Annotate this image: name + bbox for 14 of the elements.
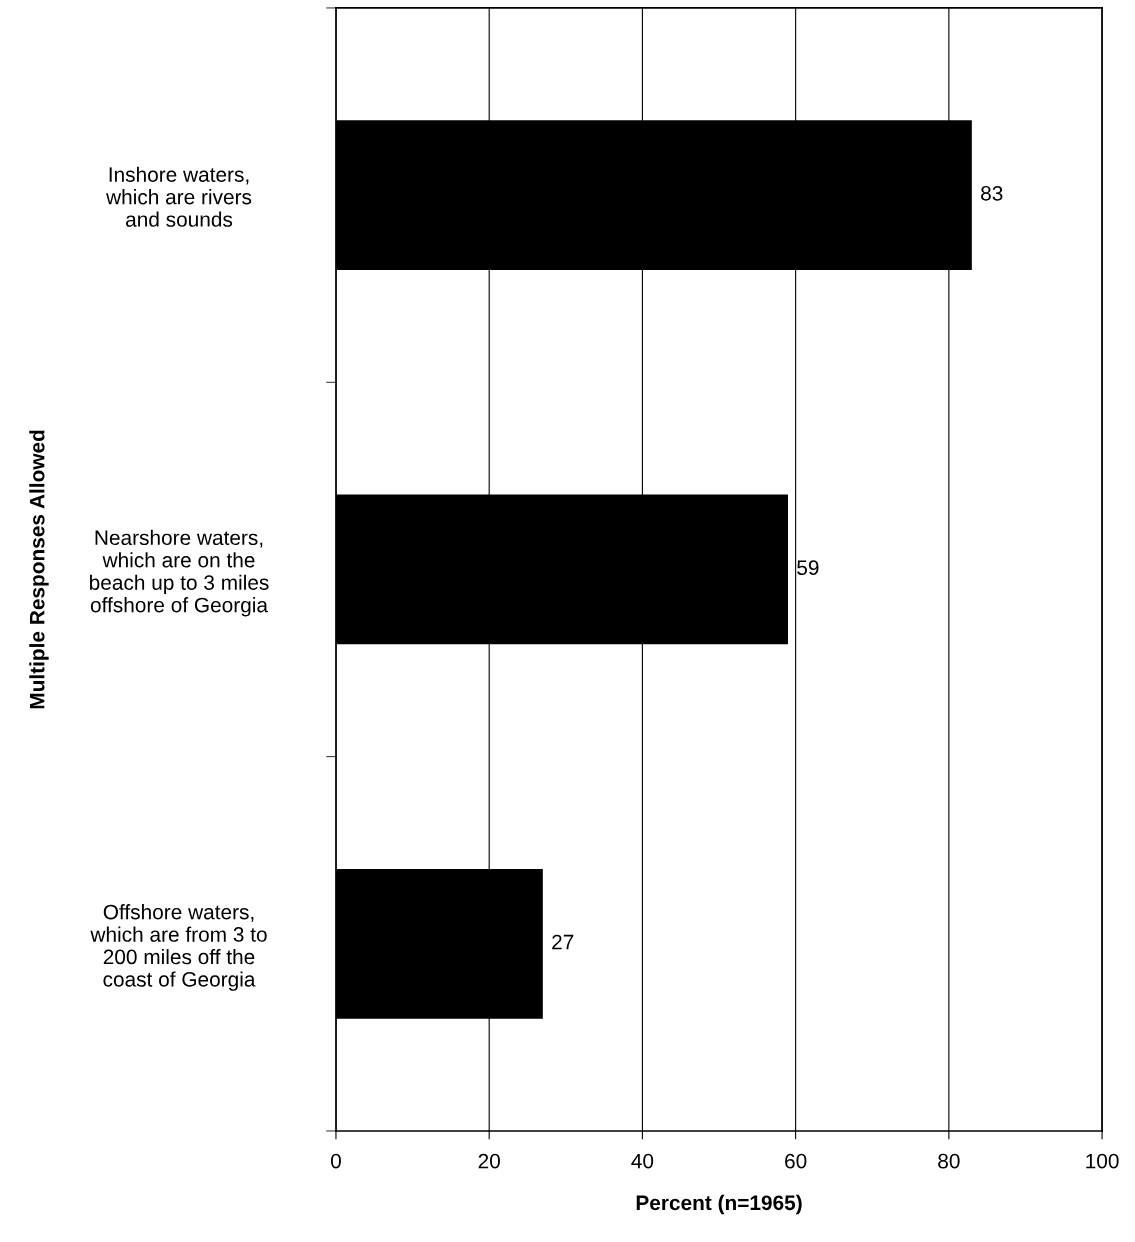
data-label: 27 (552, 934, 574, 950)
x-tick-label: 100 (1086, 1153, 1119, 1169)
y-axis-title: Multiple Responses Allowed (29, 430, 49, 709)
data-label: 59 (797, 560, 819, 576)
x-tick-label: 60 (785, 1153, 807, 1169)
x-tick-label: 0 (330, 1153, 341, 1169)
y-tick-label: Nearshore waters, which are on the beach up to 3 miles offshore of Georgia (90, 529, 269, 617)
x-tick-label: 40 (631, 1153, 654, 1169)
x-tick-label: 20 (478, 1153, 500, 1169)
data-label: 83 (981, 185, 1003, 201)
y-tick-label: Offshore waters, which are from 3 to 200 miles off the coast of Georgia (90, 904, 267, 991)
x-axis-title: Percent (n=1965) (636, 1194, 802, 1215)
x-tick-label: 80 (938, 1153, 960, 1169)
y-tick-label: Inshore waters, which are rivers and sounds (106, 166, 252, 227)
